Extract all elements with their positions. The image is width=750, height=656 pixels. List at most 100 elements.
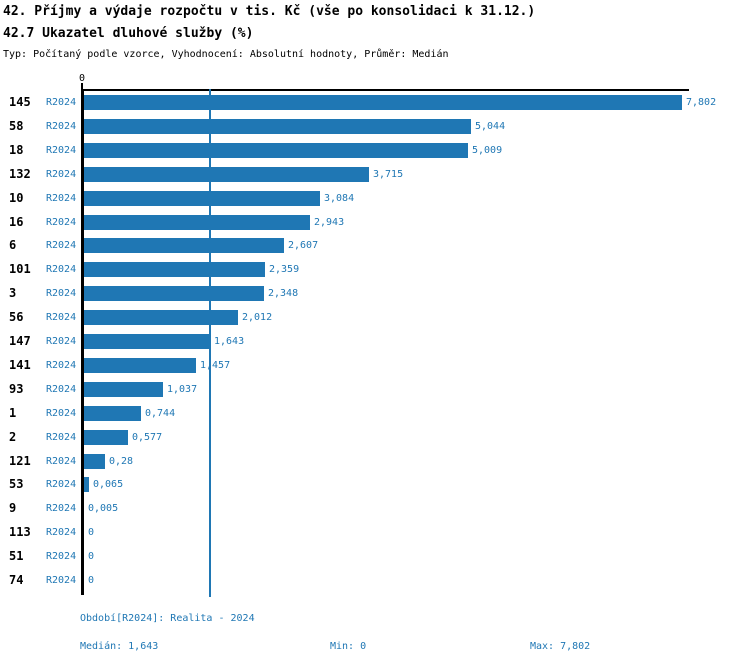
chart-row: 145 R2024 7,802 [0, 95, 750, 110]
chart-row: 141 R2024 1,457 [0, 358, 750, 373]
chart-row: 58 R2024 5,044 [0, 119, 750, 134]
row-category-label: 6 [9, 238, 17, 252]
row-category-label: 101 [9, 262, 31, 276]
page-title-line1: 42. Příjmy a výdaje rozpočtu v tis. Kč (… [3, 4, 536, 19]
chart-subtitle: Typ: Počítaný podle vzorce, Vyhodnocení:… [3, 49, 449, 60]
row-series-label: R2024 [46, 336, 77, 347]
row-category-label: 9 [9, 501, 17, 515]
bar-value-label: 2,943 [314, 217, 345, 228]
row-category-label: 1 [9, 406, 17, 420]
bar-value-label: 2,012 [242, 312, 273, 323]
footer-max-label: Max: 7,802 [530, 641, 591, 652]
chart-row: 3 R2024 2,348 [0, 286, 750, 301]
bar [84, 382, 163, 397]
x-axis-line [81, 89, 689, 91]
row-category-label: 3 [9, 286, 17, 300]
bar-value-label: 5,009 [472, 145, 503, 156]
row-category-label: 121 [9, 454, 31, 468]
bar-value-label: 0 [88, 575, 95, 586]
bar-value-label: 3,084 [324, 193, 355, 204]
row-category-label: 145 [9, 95, 31, 109]
row-category-label: 93 [9, 382, 24, 396]
chart-row: 51 R2024 0 [0, 549, 750, 564]
row-series-label: R2024 [46, 360, 77, 371]
row-series-label: R2024 [46, 169, 77, 180]
row-series-label: R2024 [46, 97, 77, 108]
row-series-label: R2024 [46, 479, 77, 490]
chart-row: 10 R2024 3,084 [0, 191, 750, 206]
chart-row: 56 R2024 2,012 [0, 310, 750, 325]
row-category-label: 132 [9, 167, 31, 181]
bar [84, 95, 682, 110]
chart-row: 93 R2024 1,037 [0, 382, 750, 397]
row-category-label: 51 [9, 549, 24, 563]
footer-min-label: Min: 0 [330, 641, 367, 652]
chart-row: 132 R2024 3,715 [0, 167, 750, 182]
row-category-label: 2 [9, 430, 17, 444]
bar [84, 191, 320, 206]
bar-value-label: 0,065 [93, 479, 124, 490]
row-category-label: 74 [9, 573, 24, 587]
bar [84, 167, 369, 182]
bar [84, 238, 284, 253]
median-line [209, 89, 211, 597]
chart-row: 74 R2024 0 [0, 573, 750, 588]
row-series-label: R2024 [46, 408, 77, 419]
y-axis-line [81, 89, 84, 595]
row-series-label: R2024 [46, 527, 77, 538]
bar-value-label: 3,715 [373, 169, 404, 180]
chart-row: 113 R2024 0 [0, 525, 750, 540]
row-series-label: R2024 [46, 575, 77, 586]
row-series-label: R2024 [46, 121, 77, 132]
row-series-label: R2024 [46, 384, 77, 395]
chart-row: 147 R2024 1,643 [0, 334, 750, 349]
bar [84, 406, 141, 421]
row-category-label: 16 [9, 215, 24, 229]
chart-row: 9 R2024 0,005 [0, 501, 750, 516]
bar-value-label: 0,577 [132, 432, 163, 443]
chart-row: 18 R2024 5,009 [0, 143, 750, 158]
row-category-label: 53 [9, 477, 24, 491]
row-series-label: R2024 [46, 456, 77, 467]
bar [84, 119, 471, 134]
row-category-label: 56 [9, 310, 24, 324]
bar [84, 477, 89, 492]
row-series-label: R2024 [46, 193, 77, 204]
row-series-label: R2024 [46, 312, 77, 323]
bar-value-label: 5,044 [475, 121, 506, 132]
row-category-label: 10 [9, 191, 24, 205]
bar-value-label: 1,037 [167, 384, 198, 395]
footer-period-label: Období[R2024]: Realita - 2024 [80, 613, 255, 624]
bar-value-label: 1,457 [200, 360, 231, 371]
row-series-label: R2024 [46, 240, 77, 251]
row-category-label: 147 [9, 334, 31, 348]
row-category-label: 58 [9, 119, 24, 133]
x-axis-zero-tick [81, 83, 83, 90]
chart-row: 121 R2024 0,28 [0, 454, 750, 469]
chart-row: 16 R2024 2,943 [0, 215, 750, 230]
row-series-label: R2024 [46, 264, 77, 275]
bar-value-label: 2,348 [268, 288, 299, 299]
bar-value-label: 7,802 [686, 97, 717, 108]
bar [84, 358, 196, 373]
chart-row: 1 R2024 0,744 [0, 406, 750, 421]
bar [84, 286, 264, 301]
bar-value-label: 0 [88, 527, 95, 538]
row-series-label: R2024 [46, 217, 77, 228]
row-category-label: 18 [9, 143, 24, 157]
bar-value-label: 0,744 [145, 408, 176, 419]
row-series-label: R2024 [46, 551, 77, 562]
row-category-label: 113 [9, 525, 31, 539]
bar [84, 310, 238, 325]
bar-value-label: 1,643 [214, 336, 245, 347]
chart-row: 101 R2024 2,359 [0, 262, 750, 277]
bar [84, 334, 210, 349]
row-series-label: R2024 [46, 288, 77, 299]
bar-value-label: 0 [88, 551, 95, 562]
bar-value-label: 0,005 [88, 503, 119, 514]
footer-median-label: Medián: 1,643 [80, 641, 159, 652]
bar [84, 430, 128, 445]
row-category-label: 141 [9, 358, 31, 372]
bar [84, 215, 310, 230]
bar-value-label: 2,607 [288, 240, 319, 251]
